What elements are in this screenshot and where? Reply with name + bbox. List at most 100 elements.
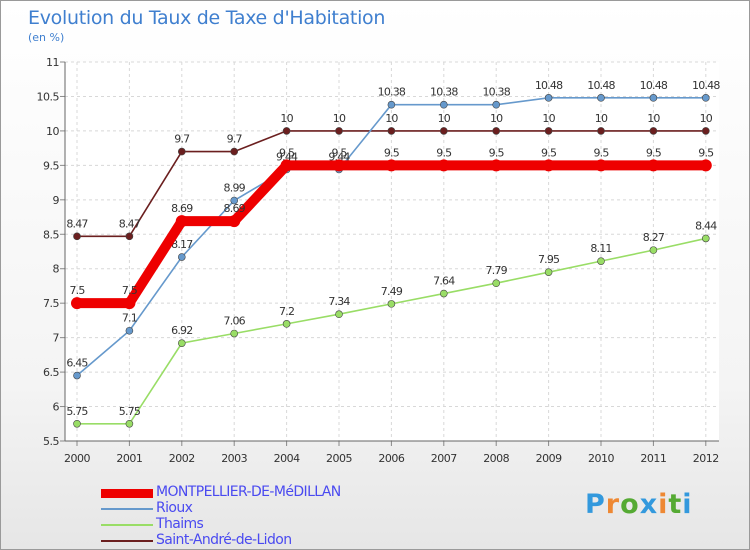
data-point-rioux (178, 253, 186, 261)
data-label-montpellier-de-m-dillan: 9.5 (698, 146, 714, 159)
data-label-saint-andr-de-lidon: 10 (438, 112, 451, 125)
data-label-montpellier-de-m-dillan: 9.5 (489, 146, 505, 159)
x-tick-label: 2004 (274, 452, 300, 465)
data-label-thaims: 6.92 (171, 324, 192, 337)
data-label-saint-andr-de-lidon: 10 (385, 112, 398, 125)
data-point-saint-andr-de-lidon (701, 127, 710, 135)
data-point-thaims (439, 289, 448, 298)
data-point-montpellier-de-m-dillan (123, 297, 136, 310)
y-tick-label: 9.5 (43, 159, 59, 172)
x-tick-label: 2012 (693, 452, 719, 465)
data-point-montpellier-de-m-dillan (175, 215, 188, 228)
data-label-thaims: 7.79 (486, 264, 508, 277)
data-point-thaims (492, 279, 501, 287)
legend-swatch (101, 524, 153, 526)
data-label-rioux: 10.38 (430, 86, 458, 99)
data-label-saint-andr-de-lidon: 8.47 (119, 217, 141, 230)
data-point-rioux (544, 94, 553, 102)
data-point-saint-andr-de-lidon (544, 127, 553, 135)
data-label-rioux: 10.48 (640, 79, 668, 92)
data-point-thaims (701, 234, 710, 243)
data-label-thaims: 5.75 (119, 405, 141, 418)
data-label-rioux: 7.1 (122, 312, 137, 325)
data-point-thaims (178, 339, 186, 347)
data-point-saint-andr-de-lidon (439, 127, 448, 135)
data-label-saint-andr-de-lidon: 10 (647, 112, 660, 125)
legend-label: Rioux (156, 500, 193, 516)
legend-item: Thaims (101, 517, 501, 533)
data-label-saint-andr-de-lidon: 10 (333, 112, 346, 125)
chart-legend: MONTPELLIER-DE-MéDILLAN Rioux Thaims Saint-… (101, 485, 501, 549)
data-point-thaims (597, 257, 605, 265)
data-label-saint-andr-de-lidon: 10 (490, 112, 503, 125)
data-label-thaims: 7.49 (381, 285, 403, 298)
x-tick-label: 2003 (221, 452, 247, 465)
legend-item: Rioux (101, 501, 501, 517)
data-point-montpellier-de-m-dillan (280, 159, 293, 172)
data-point-montpellier-de-m-dillan (542, 159, 555, 172)
data-label-montpellier-de-m-dillan: 8.69 (224, 202, 246, 215)
data-label-rioux: 10.48 (535, 79, 563, 92)
data-point-saint-andr-de-lidon (178, 147, 186, 156)
data-label-montpellier-de-m-dillan: 9.5 (436, 146, 452, 159)
proxiti-logo: Proxiti (585, 489, 693, 520)
x-tick-label: 2009 (536, 452, 562, 465)
data-label-rioux: 10.38 (378, 86, 406, 99)
data-label-thaims: 7.34 (328, 295, 350, 308)
data-label-saint-andr-de-lidon: 10 (542, 112, 555, 125)
y-tick-label: 6.5 (43, 366, 59, 379)
data-label-rioux: 9.44 (328, 150, 350, 163)
data-label-rioux: 10.48 (587, 79, 615, 92)
data-point-saint-andr-de-lidon (492, 127, 501, 135)
data-point-thaims (544, 268, 553, 276)
chart-subtitle: (en %) (28, 31, 65, 44)
data-label-montpellier-de-m-dillan: 7.5 (69, 284, 85, 297)
data-label-saint-andr-de-lidon: 9.7 (174, 133, 190, 146)
data-point-montpellier-de-m-dillan (437, 159, 450, 172)
x-tick-label: 2007 (431, 452, 457, 465)
data-label-saint-andr-de-lidon: 8.47 (66, 217, 88, 230)
x-tick-label: 2008 (483, 452, 509, 465)
logo-letter: x (639, 489, 659, 520)
y-tick-label: 6 (53, 401, 60, 414)
data-point-thaims (282, 320, 291, 328)
logo-letter: P (585, 489, 606, 520)
data-point-montpellier-de-m-dillan (699, 159, 712, 172)
legend-label: MONTPELLIER-DE-MéDILLAN (156, 484, 341, 500)
data-point-montpellier-de-m-dillan (228, 215, 241, 228)
data-point-saint-andr-de-lidon (387, 127, 396, 135)
data-point-montpellier-de-m-dillan (595, 159, 607, 172)
data-label-montpellier-de-m-dillan: 9.5 (279, 146, 295, 159)
x-tick-label: 2010 (588, 452, 614, 465)
data-label-thaims: 8.11 (590, 242, 611, 255)
data-point-rioux (230, 196, 238, 205)
data-label-thaims: 7.95 (538, 253, 560, 266)
y-tick-label: 11 (46, 56, 59, 69)
data-point-thaims (230, 329, 238, 338)
data-point-saint-andr-de-lidon (230, 147, 238, 156)
data-point-thaims (125, 419, 134, 428)
data-label-rioux: 6.45 (66, 357, 88, 370)
y-tick-label: 8 (53, 263, 60, 276)
data-label-montpellier-de-m-dillan: 8.69 (171, 202, 193, 215)
data-label-montpellier-de-m-dillan: 9.5 (384, 146, 400, 159)
y-tick-label: 8.5 (43, 228, 59, 241)
legend-item: Saint-André-de-Lidon (101, 533, 501, 549)
data-point-thaims (335, 310, 343, 319)
x-tick-label: 2000 (64, 452, 90, 465)
data-point-montpellier-de-m-dillan (647, 159, 660, 172)
data-label-thaims: 7.06 (224, 315, 246, 328)
data-label-rioux: 8.17 (171, 238, 193, 251)
data-label-saint-andr-de-lidon: 10 (280, 112, 293, 125)
plot-area (65, 62, 719, 441)
data-label-montpellier-de-m-dillan: 9.5 (593, 146, 609, 159)
chart-title: Evolution du Taux de Taxe d'Habitation (28, 7, 386, 29)
data-label-rioux: 10.38 (482, 86, 510, 99)
logo-letter: o (620, 489, 640, 520)
data-label-rioux: 9.44 (276, 150, 298, 163)
y-tick-label: 10 (46, 125, 59, 138)
legend-swatch (101, 488, 153, 498)
data-label-rioux: 8.99 (224, 182, 246, 195)
